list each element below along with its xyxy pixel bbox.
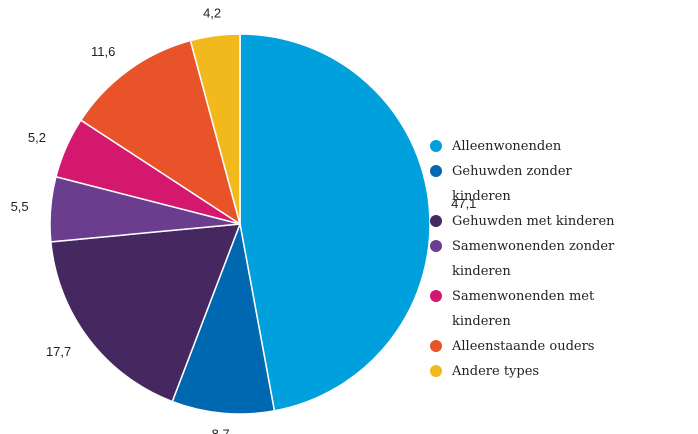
legend-item: Samenwonenden met kinderen [428, 284, 623, 334]
legend-label: Alleenwonenden [452, 139, 562, 154]
legend-swatch [430, 215, 442, 227]
legend-item: Alleenwonenden [428, 134, 623, 159]
data-label: 11,6 [91, 44, 115, 59]
data-label: 47,1 [451, 196, 476, 211]
legend-label: Andere types [452, 364, 540, 379]
data-label: 5,5 [11, 199, 29, 214]
pie-slice [79, 39, 242, 226]
legend-item: Samenwonenden zonder kinderen [428, 234, 623, 284]
data-label: 4,2 [203, 5, 221, 20]
legend-swatch [430, 140, 442, 152]
pie-slice [189, 33, 241, 225]
pie-slice [171, 221, 276, 415]
legend-swatch [430, 165, 442, 177]
data-label: 8,7 [212, 427, 230, 434]
legend-swatch [430, 240, 442, 252]
legend-label: Samenwonenden zonder kinderen [452, 239, 615, 279]
legend-item: Andere types [428, 359, 623, 384]
legend-label: Gehuwden zonder kinderen [452, 164, 572, 204]
legend-swatch [430, 290, 442, 302]
legend-label: Alleenstaande ouders [452, 339, 595, 354]
data-label: 5,2 [28, 130, 46, 145]
legend-item: Gehuwden met kinderen [428, 209, 623, 234]
legend-label: Samenwonenden met kinderen [452, 289, 595, 329]
data-label: 17,7 [46, 344, 71, 359]
legend-swatch [430, 340, 442, 352]
legend: Alleenwonenden Gehuwden zonder kinderen Ge… [428, 134, 623, 384]
legend-item: Gehuwden zonder kinderen [428, 159, 623, 209]
pie-slice [50, 223, 242, 403]
pie-slice [239, 33, 431, 412]
legend-item: Alleenstaande ouders [428, 334, 623, 359]
legend-label: Gehuwden met kinderen [452, 214, 615, 229]
legend-swatch [430, 365, 442, 377]
